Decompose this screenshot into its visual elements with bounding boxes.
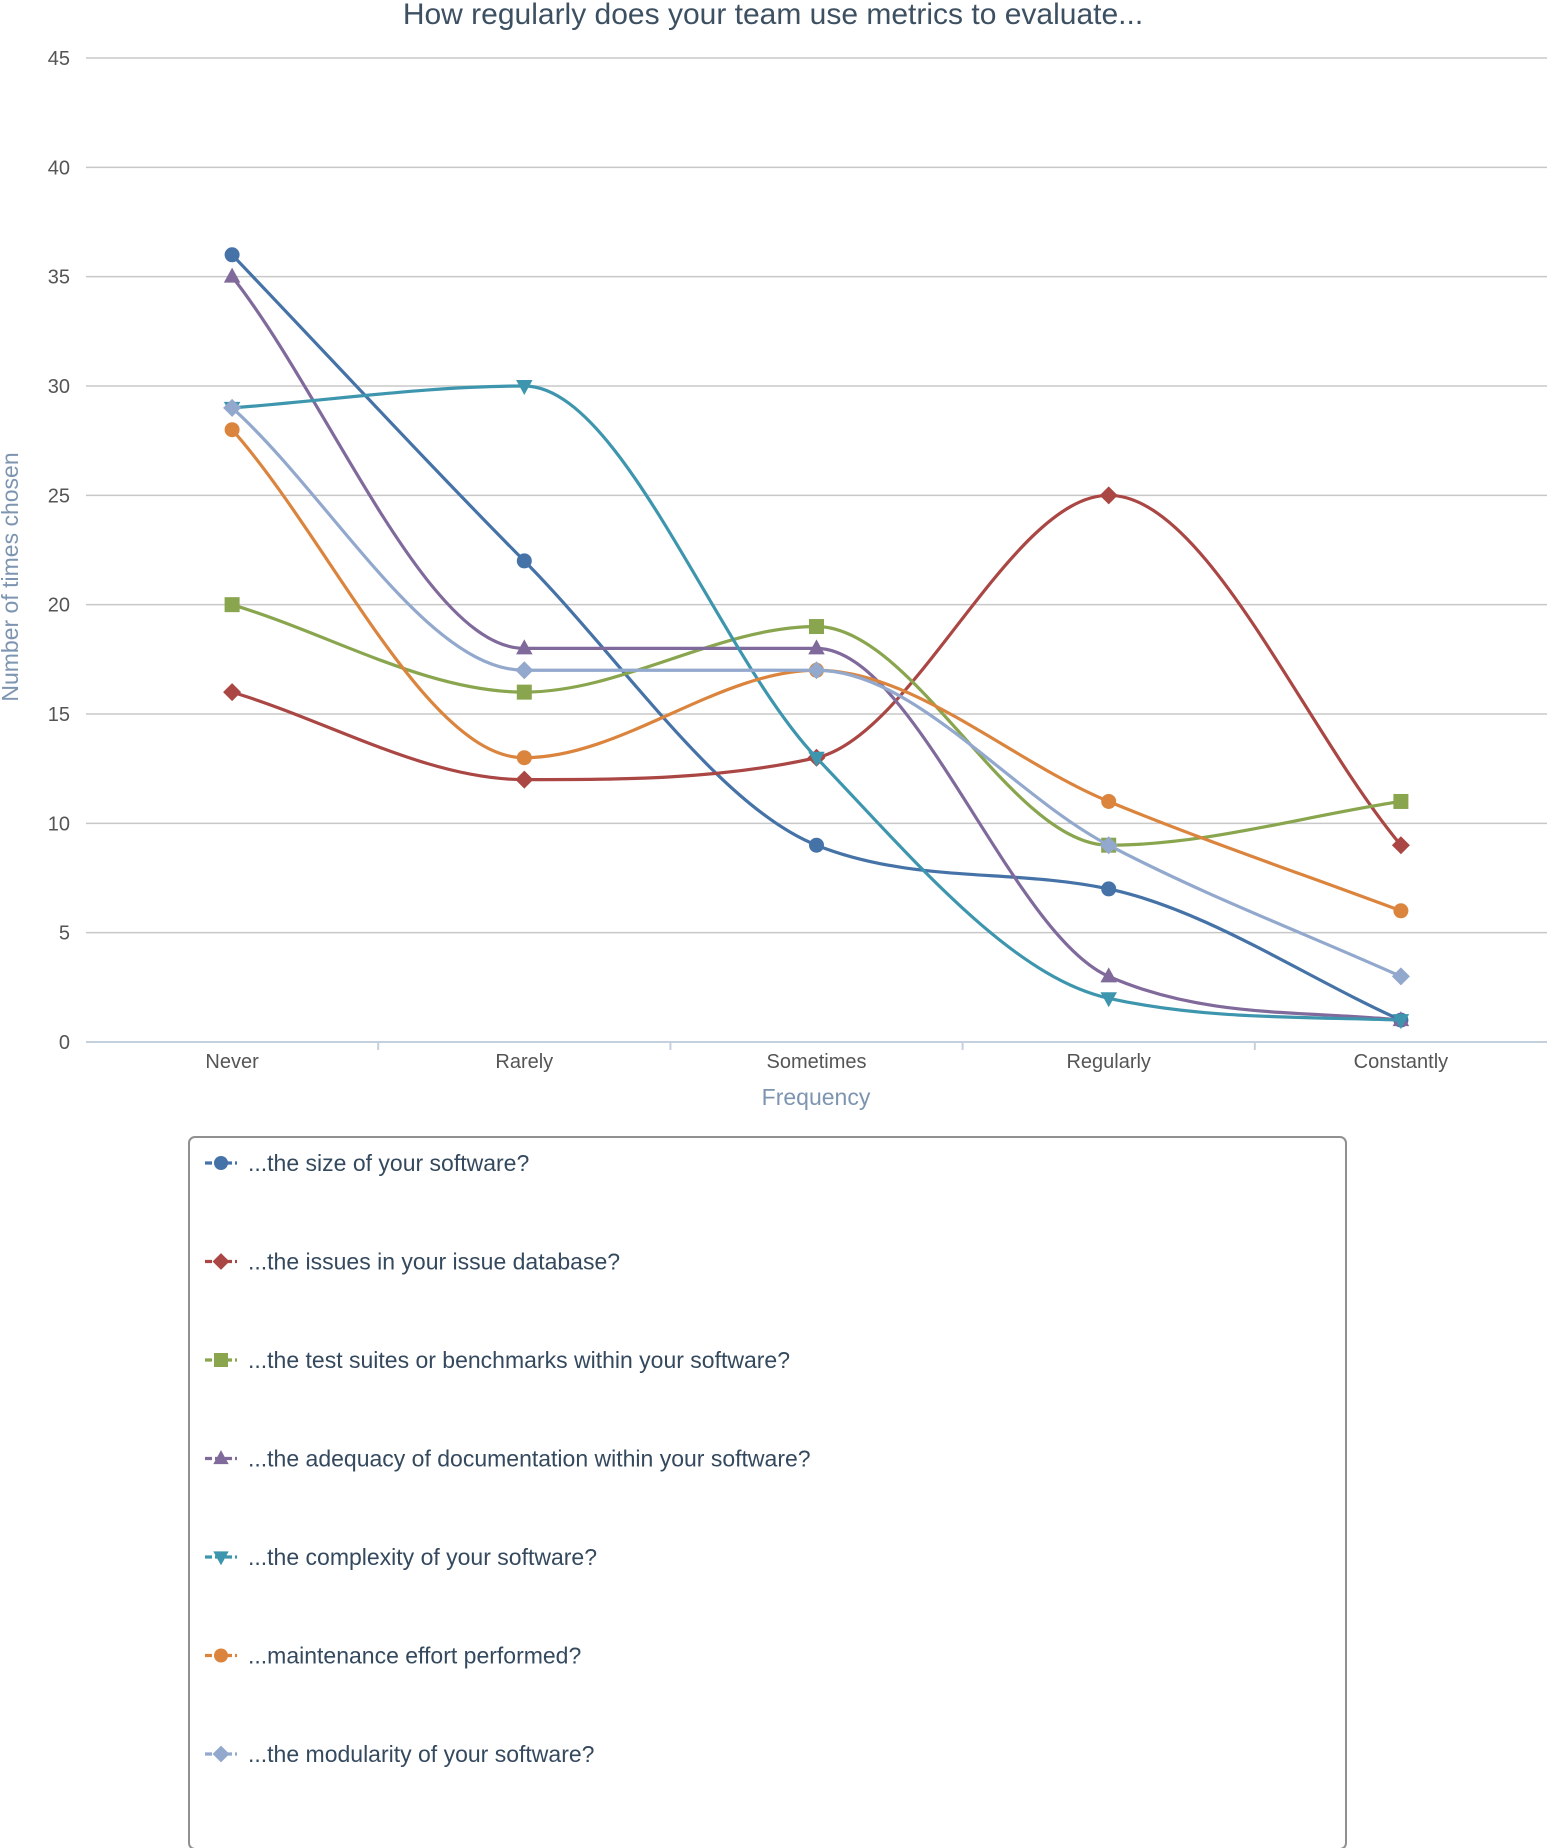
legend-marker [212,1745,230,1763]
data-point [1391,836,1410,855]
data-point [516,380,533,395]
data-point [516,553,532,569]
legend: ...the size of your software? ...the issu… [188,1136,1347,1848]
chart-title: How regularly does your team use metrics… [403,0,1143,31]
legend-item[interactable]: ...the size of your software? [205,1150,529,1176]
x-tick-label: Never [205,1051,259,1073]
data-point [1393,903,1409,919]
legend-label: ...the test suites or benchmarks within … [248,1347,790,1373]
x-tick-label: Rarely [495,1051,553,1073]
data-point [1100,992,1117,1008]
series-4 [223,267,1410,1027]
data-point [224,422,240,438]
data-point [224,597,240,613]
legend-marker [214,1353,228,1367]
series-5 [223,380,1410,1030]
y-tick-label: 0 [59,1032,70,1054]
legend-box [188,1136,1347,1848]
y-tick-label: 20 [48,595,70,617]
y-tick-label: 30 [48,376,70,398]
legend-item[interactable]: ...the modularity of your software? [205,1741,594,1767]
grid [86,57,1547,934]
data-point [223,398,242,417]
y-tick-label: 35 [48,267,70,289]
data-point [515,661,534,680]
series-line [231,384,1401,1022]
data-point [1099,836,1118,855]
axes: 0 5 10 15 20 25 30 35 40 45 Never Rarely Sometimes Re… [48,48,1547,1073]
y-axis-title: Number of times chosen [0,452,23,701]
x-axis-title: Frequency [762,1084,871,1110]
data-point [516,750,532,766]
data-point [224,247,240,263]
data-point [1101,793,1117,809]
legend-label: ...the adequacy of documentation within … [248,1446,811,1472]
data-point [809,837,824,853]
legend-label: ...the size of your software? [248,1150,529,1176]
y-tick-label: 40 [48,157,70,179]
series-3 [224,597,1409,853]
data-point [516,639,533,655]
data-point [1393,793,1409,809]
data-point [223,683,242,702]
legend-item[interactable]: ...the adequacy of documentation within … [205,1446,811,1472]
legend-item[interactable]: ...the issues in your issue database? [205,1249,620,1275]
y-tick-label: 10 [48,813,70,835]
legend-item[interactable]: ...maintenance effort performed? [205,1643,581,1669]
data-point [1101,881,1117,897]
data-point [1099,486,1118,505]
legend-marker [213,1450,229,1465]
y-tick-label: 15 [48,704,70,726]
data-point [1392,1014,1410,1030]
legend-marker [214,1648,228,1663]
x-tick-label: Sometimes [766,1051,866,1073]
legend-items: ...the size of your software? ...the issu… [205,1150,811,1767]
series-line [231,493,1403,847]
legend-marker [212,1253,230,1270]
y-tick-label: 45 [48,48,70,70]
y-tick-label: 5 [59,923,70,945]
legend-label: ...the issues in your issue database? [248,1249,620,1275]
series-line [230,253,1402,1022]
legend-item[interactable]: ...the test suites or benchmarks within … [205,1347,790,1373]
x-tick-label: Regularly [1066,1051,1150,1073]
legend-item[interactable]: ...the complexity of your software? [205,1544,597,1570]
series-line [231,406,1402,978]
data-point [516,684,532,700]
legend-marker [214,1156,228,1170]
legend-label: ...maintenance effort performed? [248,1643,581,1669]
data-point [807,661,826,680]
legend-label: ...the modularity of your software? [248,1741,594,1767]
legend-marker [213,1551,229,1566]
series-group [223,247,1410,1030]
data-point [223,267,241,283]
data-point [808,639,825,655]
data-point [1100,967,1117,983]
y-tick-label: 25 [48,485,70,507]
legend-label: ...the complexity of your software? [248,1544,597,1570]
data-point [809,619,824,635]
series-1 [224,247,1409,1028]
x-tick-label: Constantly [1354,1051,1449,1073]
data-point [1391,967,1410,986]
data-point [808,751,825,767]
data-point [515,770,534,789]
series-7 [223,398,1410,986]
